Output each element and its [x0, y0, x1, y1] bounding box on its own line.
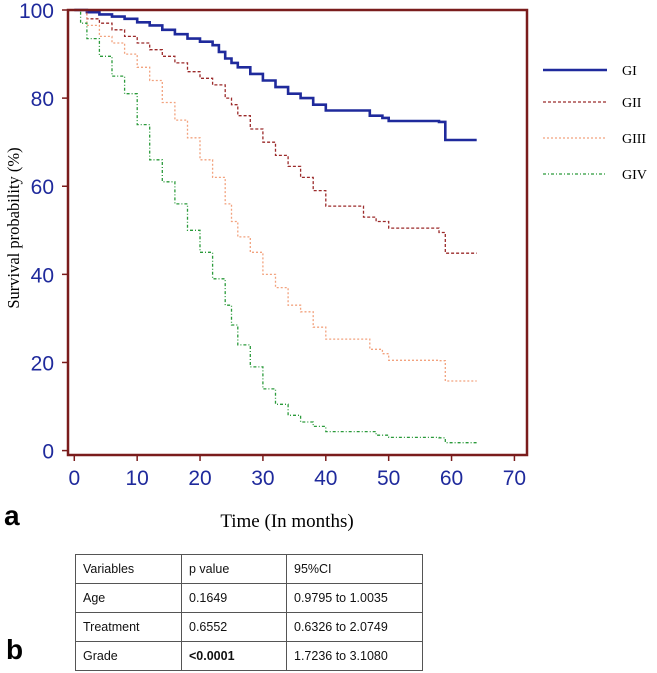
x-tick-label: 30 [251, 467, 274, 490]
header-variables: Variables [75, 554, 182, 584]
legend-label-gii: GII [622, 96, 642, 111]
cell-ci: 0.6326 to 2.0749 [286, 612, 423, 642]
table-row: Age 0.1649 0.9795 to 1.0035 [75, 583, 423, 613]
plot-frame [66, 8, 529, 457]
x-tick-label: 50 [377, 467, 400, 490]
x-tick-label: 0 [68, 467, 80, 490]
cell-variable: Treatment [75, 612, 182, 642]
header-ci: 95%CI [286, 554, 423, 584]
x-tick-label: 20 [188, 467, 211, 490]
panel-label-a: a [4, 500, 20, 531]
cell-p-value: 0.6552 [181, 612, 287, 642]
series-line-gii [74, 9, 477, 254]
legend-label-giv: GIV [622, 168, 647, 183]
x-tick-label: 10 [125, 467, 148, 490]
legend: GI GII GIII GIV [543, 64, 647, 183]
x-tick-label: 60 [440, 467, 463, 490]
legend-label-giii: GIII [622, 132, 646, 147]
table-row: Treatment 0.6552 0.6326 to 2.0749 [75, 612, 423, 642]
table-header-row: Variables p value 95%CI [75, 554, 423, 584]
y-tick-label: 40 [31, 264, 54, 287]
y-axis-label: Survival probability (%) [4, 147, 23, 308]
legend-label-gi: GI [622, 64, 637, 79]
cell-variable: Age [75, 583, 182, 613]
cell-p-value: 0.1649 [181, 583, 287, 613]
x-tick-label: 70 [503, 467, 526, 490]
cell-ci: 1.7236 to 3.1080 [286, 641, 423, 671]
series-line-gi [74, 8, 477, 142]
y-tick-label: 60 [31, 176, 54, 199]
y-tick-label: 80 [31, 88, 54, 111]
series-line-giv [74, 9, 477, 444]
panel-label-b: b [6, 634, 24, 665]
series-line-giii [74, 9, 477, 382]
y-tick-label: 100 [19, 0, 54, 23]
stats-table: Variables p value 95%CI Age 0.1649 0.979… [75, 554, 423, 671]
cell-p-value: <0.0001 [181, 641, 287, 671]
survival-chart: 0 10 20 30 40 50 60 70 0 20 40 60 80 100 Time (In mo… [4, 0, 647, 532]
cell-ci: 0.9795 to 1.0035 [286, 583, 423, 613]
header-p-value: p value [181, 554, 287, 584]
cell-variable: Grade [75, 641, 182, 671]
y-tick-label: 0 [42, 441, 54, 464]
x-axis-label: Time (In months) [220, 511, 353, 532]
y-tick-label: 20 [31, 352, 54, 375]
x-tick-label: 40 [314, 467, 337, 490]
table-row: Grade <0.0001 1.7236 to 3.1080 [75, 641, 423, 671]
